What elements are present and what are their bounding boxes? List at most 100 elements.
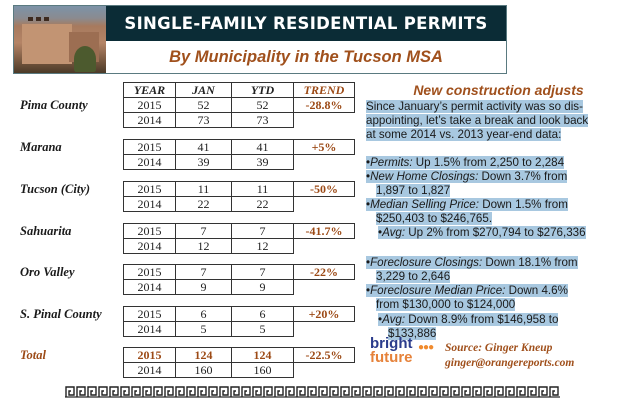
table-cell: 2014 [123,238,176,254]
table-row: 2014 5 5 [123,321,355,337]
table-row: 2015 7 7 -22% [123,264,355,280]
sidebar-intro: Since January’s permit activity was so d… [366,100,589,141]
table-cell: 5 [175,321,232,337]
table-cell: 2015 [123,264,176,280]
table-row: 2014 22 22 [123,196,355,212]
table-row: 2014 73 73 [123,112,355,128]
table-cell: 52 [175,97,232,113]
table-cell: 2015 [123,97,176,113]
table-cell: 2014 [123,321,176,337]
table-cell: 2015 [123,347,176,363]
trend-value: +5% [293,139,355,155]
municipality-label: Pima County [20,98,88,112]
trend-value: -41.7% [293,223,355,239]
municipality-table: 2015 7 7 -41.7% 2014 12 12 [123,223,355,254]
stat-item: •Avg: Up 2% from $270,794 to $276,336 [378,226,586,239]
stat-item: •Foreclosure Closings: Down 18.1% from 3,… [366,256,578,283]
table-cell: 160 [231,362,294,378]
table-cell: 9 [231,279,294,295]
municipality-table: 2015 7 7 -22% 2014 9 9 [123,264,355,295]
table-cell: 39 [175,154,232,170]
table-cell: 2015 [123,306,176,322]
table-cell: 5 [231,321,294,337]
stat-item: •Permits: Up 1.5% from 2,250 to 2,284 [366,156,565,169]
table-cell: 7 [231,264,294,280]
table-row: 2014 160 160 [123,362,355,378]
table-row: 2015 124 124 -22.5% [123,347,355,363]
stat-item: •New Home Closings: Down 3.7% from 1,897 … [366,170,568,197]
table-cell: 73 [231,112,294,128]
municipality-label: Oro Valley [20,265,75,279]
bright-future-logo: bright future ●●● [370,335,434,366]
source-credit: Source: Ginger Kneup ginger@orangereport… [445,341,574,371]
sidebar-title: New construction adjusts [413,82,584,98]
table-cell: 22 [175,196,232,212]
municipality-table: 2015 11 11 -50% 2014 22 22 [123,181,355,212]
table-row: 2015 41 41 +5% [123,139,355,155]
column-header: TREND [293,82,355,98]
house-photo [14,6,106,73]
municipality-label: S. Pinal County [20,307,102,321]
table-cell: 2014 [123,279,176,295]
column-header: JAN [175,82,232,98]
table-cell: 12 [231,238,294,254]
municipality-table: 2015 41 41 +5% 2014 39 39 [123,139,355,170]
table-row: 2015 11 11 -50% [123,181,355,197]
trend-value: -22% [293,264,355,280]
source-email[interactable]: ginger@orangereports.com [445,357,575,369]
table-cell: 160 [175,362,232,378]
trend-value: -22.5% [293,347,355,363]
table-cell: 11 [175,181,232,197]
table-cell: 7 [175,264,232,280]
table-cell: 2015 [123,139,176,155]
column-header: YEAR [123,82,176,98]
table-cell: 52 [231,97,294,113]
trend-value: +20% [293,306,355,322]
table-cell: 2014 [123,112,176,128]
header-banner: SINGLE-FAMILY RESIDENTIAL PERMITS By Mun… [13,5,507,74]
table-cell: 6 [231,306,294,322]
table-row: 2014 9 9 [123,279,355,295]
table-header: YEAR JAN YTD TREND [123,82,355,98]
source-label: Source: Ginger Kneup [445,342,553,354]
table-cell: 41 [231,139,294,155]
table-row: 2015 7 7 -41.7% [123,223,355,239]
table-cell: 124 [175,347,232,363]
stat-item: •Foreclosure Median Price: Down 4.6% from… [366,284,568,311]
table-row: 2014 39 39 [123,154,355,170]
page-subtitle: By Municipality in the Tucson MSA [106,41,506,73]
trend-value: -50% [293,181,355,197]
municipality-table: 2015 124 124 -22.5% 2014 160 160 [123,347,355,378]
table-cell: 2014 [123,362,176,378]
table-cell: 7 [175,223,232,239]
table-cell: 124 [231,347,294,363]
table-cell: 2015 [123,223,176,239]
stat-item: •Median Selling Price: Down 1.5% from $25… [366,198,568,225]
table-row: 2015 52 52 -28.8% [123,97,355,113]
column-header: YTD [231,82,294,98]
table-cell: 7 [231,223,294,239]
table-cell: 12 [175,238,232,254]
table-cell: 2014 [123,196,176,212]
table-cell: 2015 [123,181,176,197]
municipality-label: Sahuarita [20,224,72,238]
table-cell: 9 [175,279,232,295]
table-cell: 22 [231,196,294,212]
table-cell: 6 [175,306,232,322]
table-cell: 41 [175,139,232,155]
municipality-label: Tucson (City) [20,182,91,196]
table-cell: 39 [231,154,294,170]
table-row: 2014 12 12 [123,238,355,254]
municipality-table: 2015 6 6 +20% 2014 5 5 [123,306,355,337]
table-row: 2015 6 6 +20% [123,306,355,322]
table-cell: 11 [231,181,294,197]
table-cell: 73 [175,112,232,128]
page-title: SINGLE-FAMILY RESIDENTIAL PERMITS [124,14,488,33]
trend-value: -28.8% [293,97,355,113]
stat-item: •Avg: Down 8.9% from $146,958 to $133,886 [378,313,559,340]
municipality-label: Marana [20,140,62,154]
municipality-table: 2015 52 52 -28.8% 2014 73 73 [123,97,355,128]
table-cell: 2014 [123,154,176,170]
greek-key-border [65,386,560,398]
municipality-label: Total [20,348,46,362]
